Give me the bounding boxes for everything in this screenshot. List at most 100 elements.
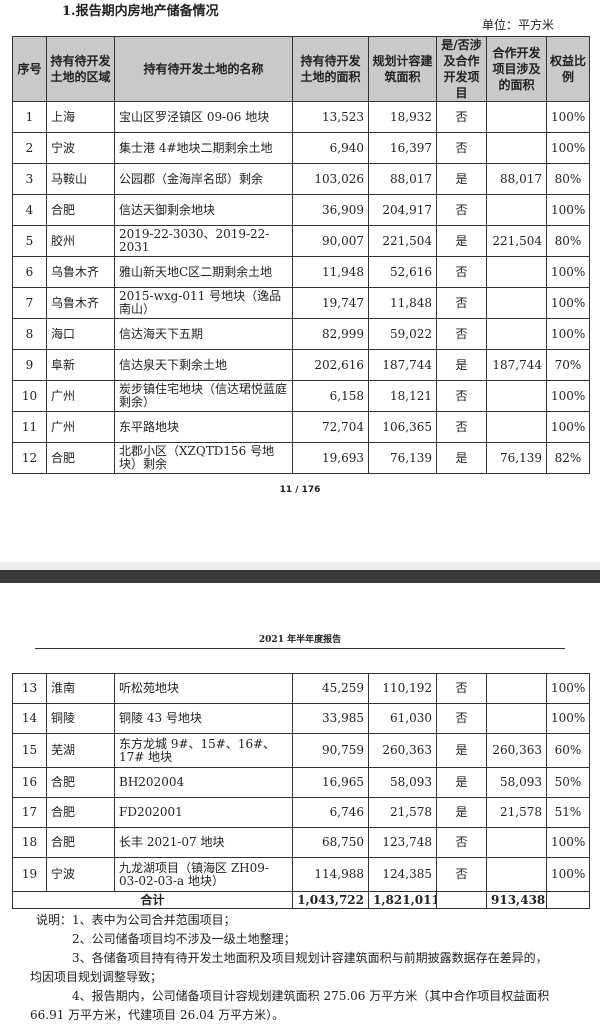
cell-name: 2015-wxg-011 号地块（逸品南山） [114, 287, 293, 319]
cell-coop-area [486, 318, 547, 350]
table-row: 6 乌鲁木齐 雅山新天地C区二期剩余土地 11,948 52,616 否 100% [12, 256, 590, 288]
table-row: 3 马鞍山 公园郡（金海岸名邸）剩余 103,026 88,017 是 88,017 80% [12, 163, 590, 195]
note-1: 说明：1、表中为公司合并范围项目； [36, 913, 236, 927]
cell-no: 17 [12, 797, 47, 828]
cell-equity: 100% [546, 101, 590, 133]
cell-no: 13 [12, 673, 47, 704]
note-4: 4、报告期内，公司储备项目计容规划建筑面积 275.06 万平方米（其中合作项目… [72, 989, 550, 1003]
total-gfa: 1,821,011 [368, 891, 437, 909]
table-row: 11 广州 东平路地块 72,704 106,365 否 100% [12, 411, 590, 443]
cell-equity: 80% [546, 163, 590, 195]
cell-no: 4 [12, 194, 47, 226]
total-label: 合计 [12, 891, 293, 909]
cell-equity: 60% [546, 733, 590, 768]
cell-land: 72,704 [292, 411, 369, 443]
table-row: 8 海口 信达海天下五期 82,999 59,022 否 100% [12, 318, 590, 350]
total-coop [436, 891, 487, 909]
cell-coop: 否 [436, 194, 487, 226]
cell-coop-area [486, 132, 547, 164]
cell-coop: 否 [436, 101, 487, 133]
cell-coop-area [486, 411, 547, 443]
cell-coop: 否 [436, 318, 487, 350]
cell-equity: 100% [546, 703, 590, 734]
cell-region: 广州 [46, 411, 115, 443]
cell-coop: 是 [436, 733, 487, 768]
cell-no: 14 [12, 703, 47, 734]
cell-coop: 是 [436, 797, 487, 828]
cell-coop-area: 76,139 [486, 442, 547, 474]
table-row: 18 合肥 长丰 2021-07 地块 68,750 123,748 否 100% [12, 827, 590, 858]
column-header: 持有待开发土地的区域 [46, 36, 115, 102]
cell-equity: 51% [546, 797, 590, 828]
cell-gfa: 76,139 [368, 442, 437, 474]
cell-coop: 否 [436, 132, 487, 164]
column-header: 权益比例 [546, 36, 590, 102]
cell-coop-area [486, 287, 547, 319]
cell-coop: 否 [436, 287, 487, 319]
cell-name: 信达泉天下剩余土地 [114, 349, 293, 381]
cell-region: 乌鲁木齐 [46, 287, 115, 319]
cell-coop: 是 [436, 767, 487, 798]
cell-no: 1 [12, 101, 47, 133]
cell-equity: 82% [546, 442, 590, 474]
notes: 说明：1、表中为公司合并范围项目； 2、公司储备项目均不涉及一级土地整理； 3、… [30, 911, 581, 1025]
table-row: 14 铜陵 铜陵 43 号地块 33,985 61,030 否 100% [12, 703, 590, 734]
cell-equity: 100% [546, 380, 590, 412]
table-row: 10 广州 炭步镇住宅地块（信达珺悦蓝庭剩余） 6,158 18,121 否 100% [12, 380, 590, 412]
cell-equity: 100% [546, 194, 590, 226]
cell-land: 13,523 [292, 101, 369, 133]
cell-coop-area: 88,017 [486, 163, 547, 195]
cell-name: 北郡小区（XZQTD156 号地块）剩余 [114, 442, 293, 474]
cell-coop-area [486, 256, 547, 288]
page-separator [0, 570, 600, 583]
land-reserve-table-page2: 13 淮南 听松苑地块 45,259 110,192 否 100% 14 铜陵 铜陵 43 号地块… [12, 673, 590, 909]
cell-name: 2019-22-3030、2019-22-2031 [114, 225, 293, 257]
cell-coop: 否 [436, 411, 487, 443]
cell-land: 36,909 [292, 194, 369, 226]
cell-land: 11,948 [292, 256, 369, 288]
cell-land: 90,007 [292, 225, 369, 257]
total-equity [546, 891, 590, 909]
cell-equity: 100% [546, 411, 590, 443]
cell-land: 103,026 [292, 163, 369, 195]
cell-name: 东平路地块 [114, 411, 293, 443]
table-row: 1 上海 宝山区罗泾镇区 09-06 地块 13,523 18,932 否 100% [12, 101, 590, 133]
column-header: 是/否涉及合作开发项目 [436, 36, 487, 102]
cell-coop-area: 21,578 [486, 797, 547, 828]
cell-no: 5 [12, 225, 47, 257]
cell-region: 上海 [46, 101, 115, 133]
table-row: 19 宁波 九龙湖项目（镇海区 ZH09-03-02-03-a 地块） 114,988… [12, 857, 590, 892]
cell-name: 集士港 4#地块二期剩余土地 [114, 132, 293, 164]
note-3-cont: 均因项目规划调整导致； [30, 970, 163, 984]
cell-region: 合肥 [46, 442, 115, 474]
total-coop-area: 913,438 [486, 891, 547, 909]
cell-coop-area [486, 703, 547, 734]
cell-land: 82,999 [292, 318, 369, 350]
cell-equity: 100% [546, 256, 590, 288]
cell-region: 合肥 [46, 767, 115, 798]
cell-no: 9 [12, 349, 47, 381]
note-3: 3、各储备项目持有待开发土地面积及项目规划计容建筑面积与前期披露数据存在差异的， [72, 951, 548, 965]
cell-coop-area: 260,363 [486, 733, 547, 768]
cell-name: 听松苑地块 [114, 673, 293, 704]
cell-coop: 否 [436, 380, 487, 412]
table-row: 16 合肥 BH202004 16,965 58,093 是 58,093 50% [12, 767, 590, 798]
cell-region: 胶州 [46, 225, 115, 257]
cell-region: 广州 [46, 380, 115, 412]
cell-gfa: 106,365 [368, 411, 437, 443]
cell-region: 合肥 [46, 827, 115, 858]
cell-gfa: 59,022 [368, 318, 437, 350]
cell-coop: 是 [436, 442, 487, 474]
cell-land: 90,759 [292, 733, 369, 768]
cell-name: BH202004 [114, 767, 293, 798]
cell-gfa: 123,748 [368, 827, 437, 858]
cell-region: 合肥 [46, 194, 115, 226]
cell-land: 16,965 [292, 767, 369, 798]
cell-equity: 100% [546, 318, 590, 350]
cell-coop: 否 [436, 703, 487, 734]
cell-no: 12 [12, 442, 47, 474]
cell-gfa: 204,917 [368, 194, 437, 226]
table-row: 15 芜湖 东方龙城 9#、15#、16#、17# 地块 90,759 260,363 是… [12, 733, 590, 768]
cell-land: 19,747 [292, 287, 369, 319]
cell-equity: 80% [546, 225, 590, 257]
